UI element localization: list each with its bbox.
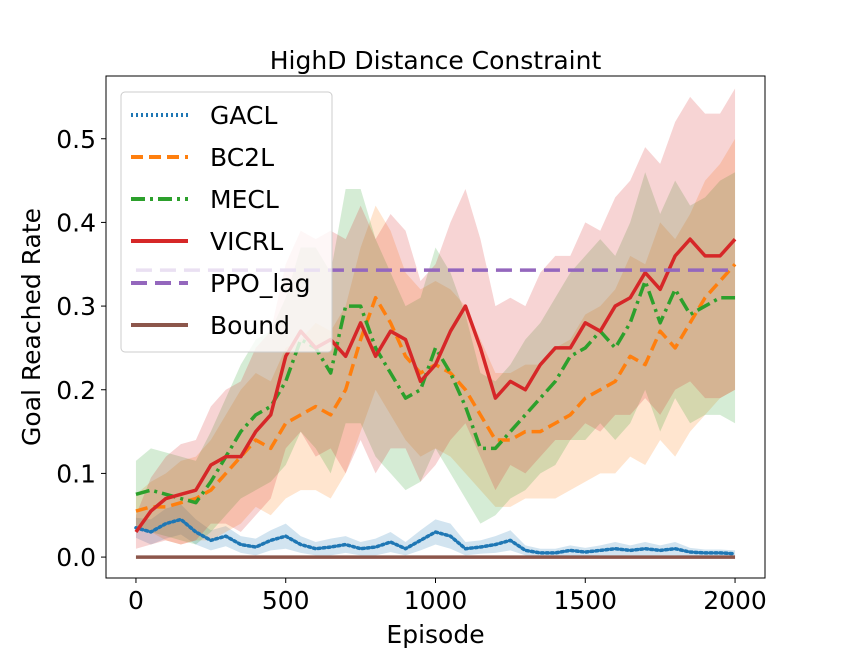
y-tick-label: 0.4 [56, 208, 96, 237]
series-lines [134, 237, 737, 559]
x-tick-label: 1500 [553, 586, 617, 615]
vicrl-band [135, 88, 736, 549]
legend-label-vicrl: VICRL [210, 227, 283, 256]
legend-label-gacl: GACL [210, 101, 277, 130]
legend-label-mecl: MECL [210, 185, 279, 214]
bc2l-band [135, 138, 736, 545]
y-tick-label: 0.5 [56, 125, 96, 154]
x-tick-label: 500 [262, 586, 310, 615]
legend-label-bc2l: BC2L [210, 143, 274, 172]
mecl-line [135, 279, 736, 505]
y-axis: 0.0 0.1 0.2 0.3 0.4 0.5 [56, 125, 106, 572]
chart-title: HighD Distance Constraint [270, 46, 602, 75]
y-tick-label: 0.3 [56, 292, 96, 321]
legend-label-ppo-lag: PPO_lag [210, 269, 310, 298]
x-tick-label: 2000 [703, 586, 767, 615]
gacl-line [134, 517, 737, 556]
vicrl-line [134, 237, 737, 534]
x-axis-label: Episode [386, 620, 484, 649]
x-tick-label: 1000 [404, 586, 468, 615]
x-axis: 0 500 1000 1500 2000 [128, 578, 767, 615]
legend: GACL BC2L MECL VICRL PPO_lag Bound [120, 91, 333, 353]
y-tick-label: 0.2 [56, 376, 96, 405]
y-axis-label: Goal Reached Rate [17, 208, 46, 446]
x-tick-label: 0 [128, 586, 144, 615]
confidence-bands [135, 88, 736, 558]
y-tick-label: 0.1 [56, 459, 96, 488]
legend-label-bound: Bound [210, 311, 290, 340]
mecl-band [135, 172, 736, 545]
y-tick-label: 0.0 [56, 543, 96, 572]
